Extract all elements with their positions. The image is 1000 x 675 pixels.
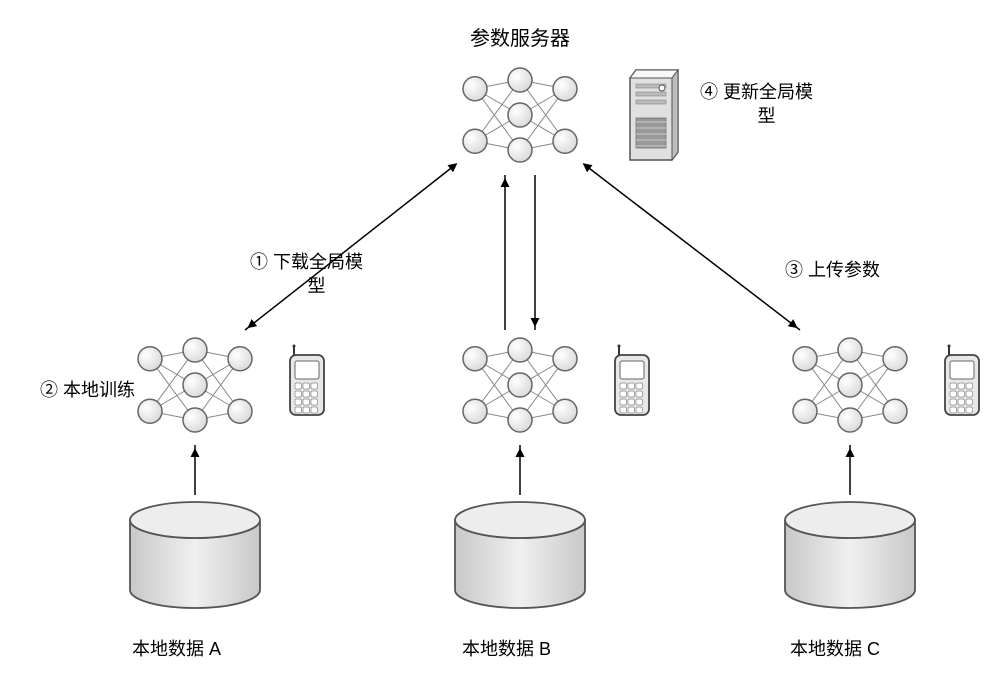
annotation-3: ③ 上传参数 [785, 258, 880, 282]
database-icon [455, 502, 585, 608]
data-label-c: 本地数据 C [790, 635, 880, 661]
phone-icon [945, 345, 979, 416]
annotation-4: ④ 更新全局模 型 [700, 80, 813, 129]
database-icon [785, 502, 915, 608]
annotation-1: ① 下载全局模 型 [250, 250, 363, 299]
database-icon [130, 502, 260, 608]
page-title: 参数服务器 [470, 22, 570, 51]
data-label-a: 本地数据 A [132, 635, 221, 661]
data-label-b: 本地数据 B [462, 635, 551, 661]
phone-icon [290, 345, 324, 416]
annotation-2: ② 本地训练 [40, 378, 135, 402]
phone-icon [615, 345, 649, 416]
server-icon [630, 70, 678, 160]
